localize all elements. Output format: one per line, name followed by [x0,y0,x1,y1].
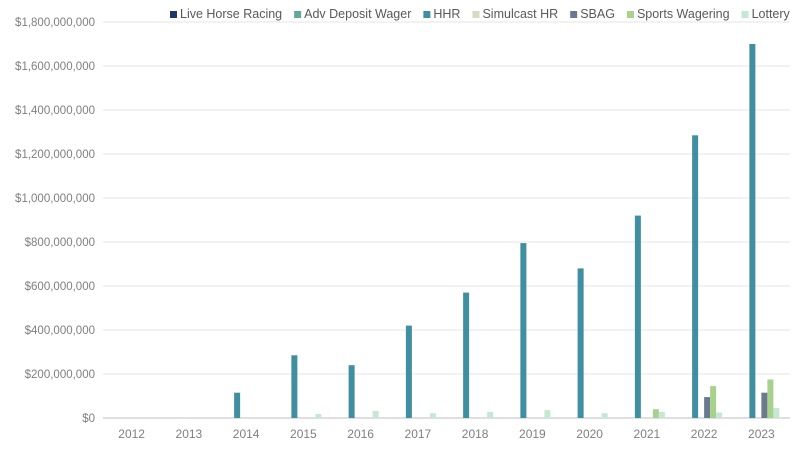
legend-entry: Lottery [752,7,791,21]
y-tick-label: $0 [82,413,95,425]
legend-swatch [472,11,480,18]
bar [429,413,436,418]
bar [767,379,774,418]
bar [315,414,322,418]
legend-swatch [570,11,578,18]
bar [710,386,717,418]
bar [749,44,756,418]
x-tick-label: 2018 [462,427,489,441]
bar [405,325,412,418]
bar [234,392,241,418]
y-tick-label: $1,800,000,000 [15,17,95,29]
bar [658,411,665,418]
bar [182,417,189,418]
x-tick-label: 2012 [118,427,145,441]
y-tick-label: $200,000,000 [25,369,95,381]
legend-swatch [741,11,749,18]
y-tick-label: $1,600,000,000 [15,61,95,73]
y-tick-label: $600,000,000 [25,281,95,293]
bar [692,135,699,419]
x-tick-label: 2015 [290,427,317,441]
x-tick-label: 2022 [691,427,718,441]
legend-entry: Live Horse Racing [180,7,282,21]
y-tick-label: $400,000,000 [25,325,95,337]
legend-swatch [170,11,177,18]
legend-entry: Adv Deposit Wager [304,7,411,21]
bar [372,410,379,418]
legend: Live Horse Racing Adv Deposit Wager HHR Sim… [170,7,791,21]
legend-entry: HHR [433,7,460,21]
bar [520,243,527,418]
bar [291,355,298,418]
bars [125,44,780,419]
x-tick-label: 2014 [233,427,260,441]
bar [601,413,608,418]
legend-entry: Sports Wagering [637,7,730,21]
bar [634,215,641,418]
y-tick-label: $1,200,000,000 [15,149,95,161]
x-tick-label: 2017 [405,427,432,441]
legend-entry: SBAG [580,7,615,21]
bar [704,397,711,418]
bar [761,392,768,418]
bar [348,365,355,418]
x-tick-label: 2013 [176,427,203,441]
bar [716,412,723,418]
x-tick-label: 2021 [634,427,661,441]
y-tick-label: $1,000,000,000 [15,193,95,205]
axes: $0 $200,000,000 $400,000,000 $600,000,000 $8… [15,17,775,441]
legend-swatch [423,11,431,18]
legend-swatch [294,11,302,18]
gridlines [103,21,790,419]
bar [487,411,494,418]
bar [652,409,659,418]
bar [577,268,584,418]
x-tick-label: 2020 [576,427,603,441]
bar [773,408,780,418]
x-tick-label: 2023 [748,427,775,441]
legend-entry: Simulcast HR [482,7,558,21]
y-tick-label: $800,000,000 [25,237,95,249]
y-tick-label: $1,400,000,000 [15,105,95,117]
bar [125,417,132,418]
bar [544,410,551,418]
bar [463,292,470,418]
x-tick-label: 2019 [519,427,546,441]
legend-swatch [626,11,634,18]
x-tick-label: 2016 [347,427,374,441]
